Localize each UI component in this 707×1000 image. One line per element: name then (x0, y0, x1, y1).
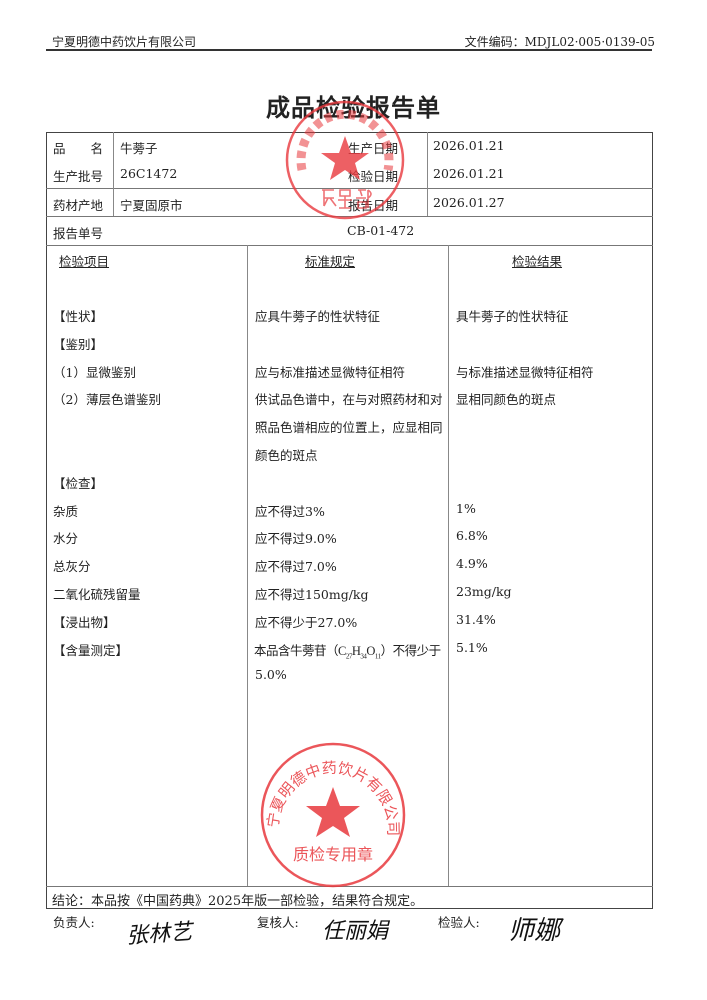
responsible-label: 负责人: (53, 915, 95, 930)
row-item: 【性状】 (53, 309, 104, 324)
reviewer-label: 复核人: (257, 915, 299, 930)
report-table (46, 132, 653, 909)
row-standard: 应具牛蒡子的性状特征 (255, 309, 381, 324)
row-item: 二氧化硫残留量 (53, 587, 141, 602)
column-divider (113, 132, 114, 216)
reviewer-signature: 任丽娟 (322, 919, 389, 944)
row-result: 显相同颜色的斑点 (456, 392, 557, 408)
row-result: 6.8% (456, 528, 488, 544)
row-item: 水分 (53, 531, 79, 547)
column-divider (427, 132, 428, 216)
batch-number: 26C1472 (120, 166, 178, 181)
header-rule (46, 49, 652, 51)
row-item: 【鉴别】 (53, 336, 104, 352)
row-item: 【检查】 (53, 475, 104, 491)
row-standard: 应不得过7.0% (255, 559, 337, 575)
report-date-label: 报告日期 (348, 198, 399, 213)
row-item: 杂质 (53, 503, 79, 519)
row-standard: 5.0% (255, 667, 287, 683)
inspector-label: 检验人: (438, 915, 480, 930)
test-date: 2026.01.21 (433, 166, 505, 181)
row-standard: 颜色的斑点 (255, 448, 318, 463)
row-standard: 应不得过3% (255, 503, 325, 519)
row-item: 【含量测定】 (53, 642, 129, 658)
conclusion: 结论：本品按《中国药典》2025年版一部检验，结果符合规定。 (52, 894, 424, 909)
row-divider (46, 188, 653, 189)
row-result: 具牛蒡子的性状特征 (456, 309, 569, 324)
page-title: 成品检验报告单 (266, 94, 441, 122)
row-result: 4.9% (456, 556, 488, 572)
col-result: 检验结果 (512, 254, 563, 269)
responsible-signature: 张林艺 (125, 919, 193, 950)
row-result: 31.4% (456, 611, 496, 627)
report-no-label: 报告单号 (53, 226, 104, 241)
row-item: （1）显微鉴别 (53, 364, 136, 380)
row-item: （2）薄层色谱鉴别 (53, 392, 161, 408)
row-standard: 应与标准描述显微特征相符 (255, 364, 406, 380)
row-divider (46, 245, 653, 246)
row-item: 【浸出物】 (53, 614, 116, 630)
report-no: CB-01-472 (347, 223, 415, 238)
prod-date-label: 生产日期 (348, 141, 399, 156)
test-date-label: 检验日期 (348, 169, 399, 184)
row-standard: 应不得过150mg/kg (255, 587, 369, 602)
row-result: 1% (456, 500, 476, 516)
row-standard: 应不得少于27.0% (255, 614, 358, 630)
row-divider (46, 886, 653, 887)
column-divider (247, 245, 248, 886)
origin: 宁夏固原市 (120, 198, 183, 213)
col-item: 检验项目 (59, 254, 110, 269)
name-label: 品 名 (53, 141, 104, 156)
document-code: 文件编码：MDJL02·005·0139-05 (464, 35, 655, 49)
row-item: 总灰分 (53, 559, 91, 575)
row-result: 5.1% (456, 639, 488, 655)
row-standard: 照品色谱相应的位置上，应显相同 (255, 420, 443, 436)
company-name: 宁夏明德中药饮片有限公司 (52, 35, 197, 49)
row-result: 与标准描述显微特征相符 (456, 364, 594, 380)
assay-standard: 本品含牛蒡苷（C27H34O11）不得少于 (254, 644, 441, 661)
row-standard: 应不得过9.0% (255, 531, 337, 547)
inspector-signature: 师娜 (508, 916, 561, 946)
product-name: 牛蒡子 (120, 141, 158, 156)
col-standard: 标准规定 (305, 254, 356, 269)
row-result: 23mg/kg (456, 584, 512, 599)
row-standard: 供试品色谱中，在与对照药材和对 (255, 392, 443, 408)
batch-label: 生产批号 (53, 169, 104, 184)
report-date: 2026.01.27 (433, 195, 505, 210)
column-divider (448, 245, 449, 886)
origin-label: 药材产地 (53, 198, 104, 213)
prod-date: 2026.01.21 (433, 138, 505, 153)
row-divider (46, 216, 653, 217)
